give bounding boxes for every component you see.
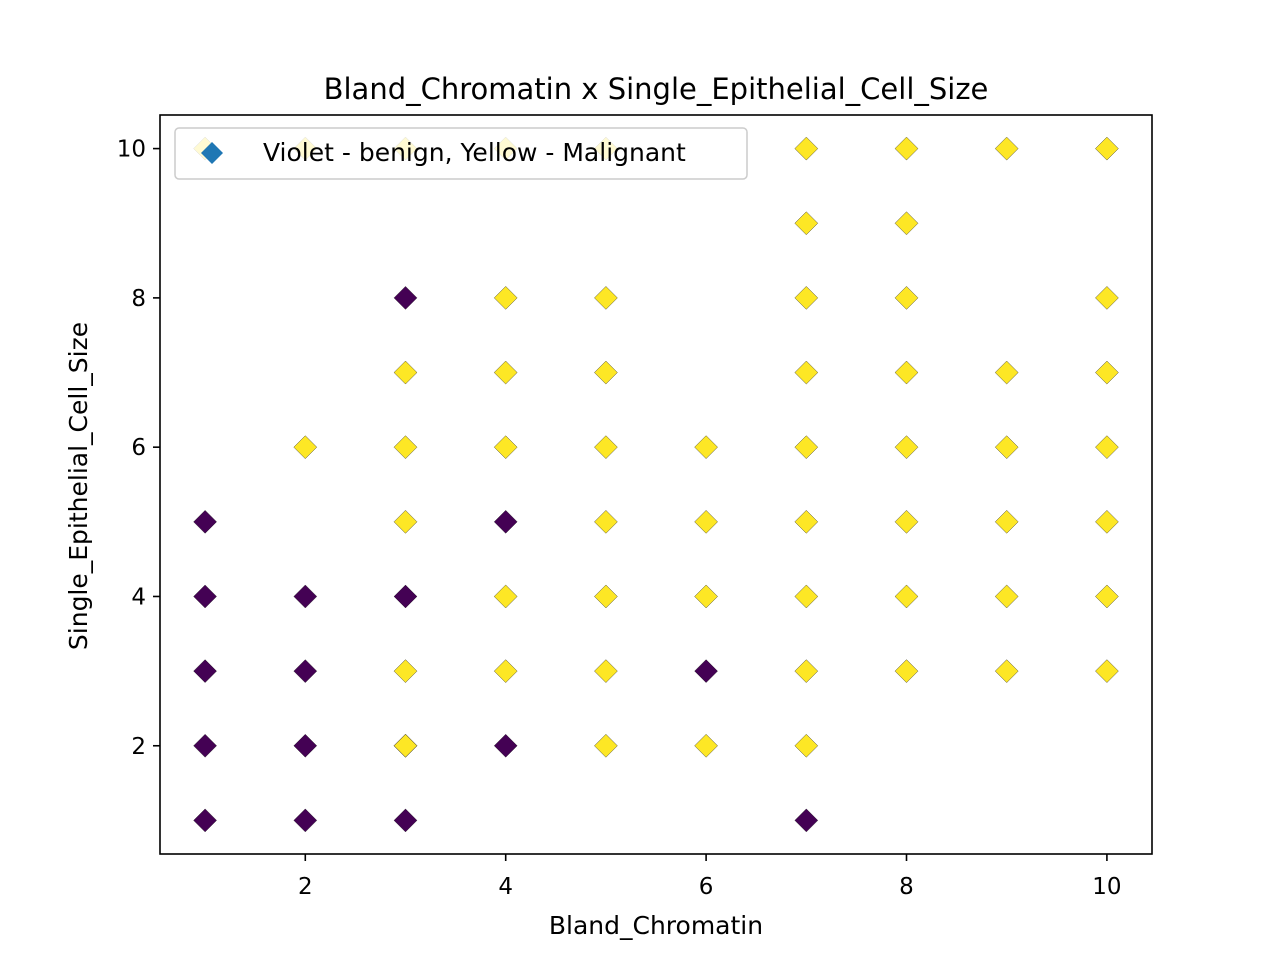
- data-point: [594, 435, 618, 459]
- data-point: [694, 584, 718, 609]
- x-tick-label: 2: [298, 874, 313, 900]
- data-point: [594, 659, 618, 683]
- data-point: [794, 733, 819, 758]
- data-point: [794, 435, 819, 459]
- y-tick-label: 10: [117, 137, 146, 163]
- x-tick-label: 10: [1092, 874, 1121, 900]
- data-point: [694, 510, 718, 534]
- data-point: [493, 286, 518, 310]
- data-point: [794, 510, 819, 534]
- data-point: [193, 659, 217, 683]
- chart-title: Bland_Chromatin x Single_Epithelial_Cell…: [324, 72, 989, 106]
- legend-marker: [201, 142, 223, 164]
- data-point: [894, 211, 919, 236]
- data-point: [894, 136, 919, 161]
- data-point: [594, 286, 618, 310]
- data-point: [193, 510, 217, 534]
- data-point: [994, 584, 1019, 609]
- x-axis-label: Bland_Chromatin: [549, 911, 763, 940]
- data-point: [293, 733, 318, 758]
- data-point: [393, 510, 418, 534]
- data-points: [193, 136, 1119, 833]
- data-point: [293, 659, 318, 683]
- data-point: [894, 286, 919, 310]
- y-tick-label: 8: [131, 286, 146, 312]
- y-axis-label: Single_Epithelial_Cell_Size: [64, 322, 93, 650]
- data-point: [994, 435, 1019, 459]
- data-point: [994, 510, 1019, 534]
- legend-label: Violet - benign, Yellow - Malignant: [263, 138, 686, 167]
- data-point: [894, 360, 919, 385]
- data-point: [794, 211, 819, 236]
- data-point: [694, 659, 718, 683]
- data-point: [794, 136, 819, 161]
- x-tick-label: 4: [498, 874, 513, 900]
- data-point: [493, 584, 518, 609]
- data-point: [393, 360, 418, 385]
- data-point: [594, 584, 618, 609]
- x-axis-ticks: 2 4 6 8 10: [298, 854, 1122, 900]
- data-point: [193, 584, 217, 609]
- data-point: [493, 733, 518, 758]
- data-point: [193, 808, 217, 833]
- data-point: [694, 733, 718, 758]
- y-tick-label: 2: [131, 734, 146, 760]
- data-point: [393, 286, 418, 310]
- data-point: [894, 435, 919, 459]
- y-axis-ticks: 2 4 6 8 10: [117, 137, 160, 760]
- data-point: [794, 659, 819, 683]
- data-point: [1095, 360, 1119, 385]
- data-point: [393, 808, 418, 833]
- data-point: [994, 136, 1019, 161]
- data-point: [1095, 286, 1119, 310]
- data-point: [994, 360, 1019, 385]
- data-point: [594, 510, 618, 534]
- data-point: [493, 659, 518, 683]
- legend-box: [174, 127, 748, 180]
- y-tick-label: 6: [131, 435, 146, 461]
- x-tick-label: 8: [899, 874, 914, 900]
- data-point: [293, 808, 318, 833]
- data-point: [293, 435, 318, 459]
- legend: Violet - benign, Yellow - Malignant: [174, 127, 748, 180]
- data-point: [193, 733, 217, 758]
- data-point: [794, 584, 819, 609]
- data-point: [594, 733, 618, 758]
- data-point: [493, 510, 518, 534]
- data-point: [894, 659, 919, 683]
- data-point: [794, 360, 819, 385]
- data-point: [994, 659, 1019, 683]
- x-tick-label: 6: [699, 874, 714, 900]
- data-point: [1095, 435, 1119, 459]
- data-point: [293, 584, 318, 609]
- data-point: [1095, 584, 1119, 609]
- data-point: [393, 659, 418, 683]
- data-point: [1095, 510, 1119, 534]
- plot-frame: [159, 114, 1153, 855]
- data-point: [794, 286, 819, 310]
- y-tick-label: 4: [131, 584, 146, 610]
- data-point: [493, 360, 518, 385]
- data-point: [1095, 659, 1119, 683]
- data-point: [894, 510, 919, 534]
- data-point: [493, 435, 518, 459]
- data-point: [794, 808, 819, 833]
- data-point: [393, 733, 418, 758]
- data-point: [694, 435, 718, 459]
- data-point: [1095, 136, 1119, 161]
- data-point: [393, 584, 418, 609]
- data-point: [393, 435, 418, 459]
- data-point: [894, 584, 919, 609]
- data-point: [594, 360, 618, 385]
